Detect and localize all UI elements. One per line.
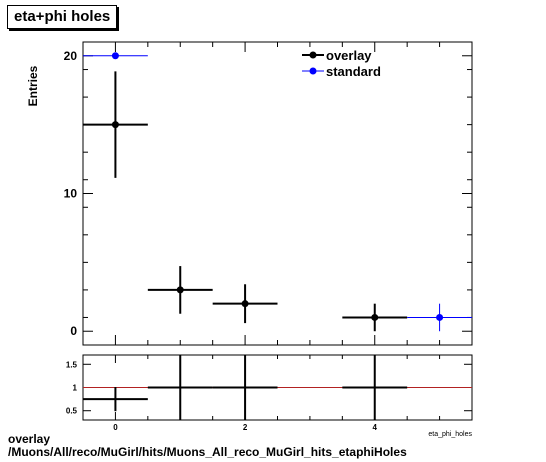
legend-label-overlay: overlay — [326, 48, 372, 63]
legend-marker-standard — [309, 67, 317, 75]
ratio-y-tick-label: 1.5 — [66, 360, 78, 369]
y-axis-label: Entries — [26, 65, 40, 106]
legend-label-standard: standard — [326, 64, 381, 79]
overlay-point — [176, 286, 184, 294]
standard-point — [111, 52, 119, 60]
caption-line-1: overlay — [8, 432, 51, 446]
caption-line-2: /Muons/All/reco/MuGirl/hits/Muons_All_re… — [8, 445, 407, 459]
x-tick-label: 0 — [113, 423, 118, 432]
x-tick-label: 2 — [243, 423, 248, 432]
legend-marker-overlay — [309, 51, 317, 59]
y-tick-label: 10 — [64, 187, 78, 201]
y-tick-label: 20 — [64, 49, 78, 63]
main-frame — [82, 41, 473, 346]
chart-title: eta+phi holes — [7, 5, 118, 29]
standard-point — [436, 313, 444, 321]
ratio-y-tick-label: 0.5 — [66, 407, 78, 416]
x-tick-label: 4 — [373, 423, 378, 432]
x-axis-label: eta_phi_holes — [428, 431, 472, 438]
overlay-point — [371, 313, 379, 321]
y-tick-label: 0 — [70, 324, 77, 338]
ratio-y-tick-label: 1 — [73, 384, 78, 393]
overlay-point — [241, 300, 249, 308]
overlay-point — [111, 121, 119, 129]
